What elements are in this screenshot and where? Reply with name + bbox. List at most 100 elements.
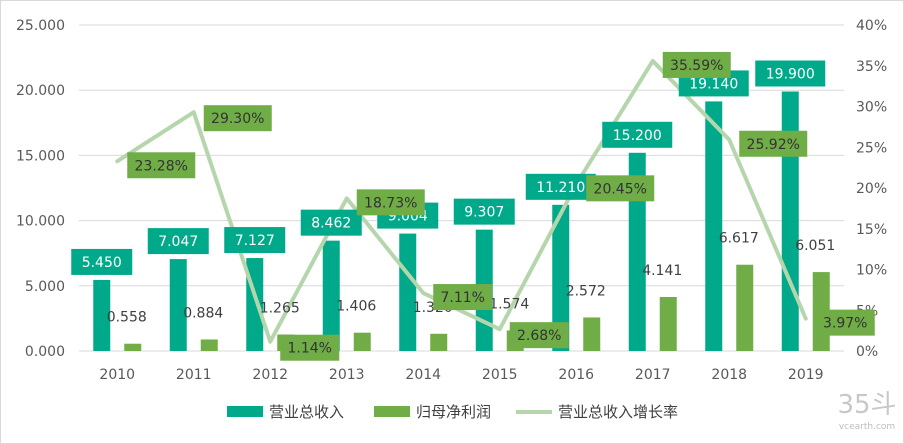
growth-data-label: 25.92%: [747, 137, 800, 153]
x-tick-label: 2014: [405, 367, 441, 383]
profit-bar: [124, 343, 142, 351]
profit-data-label: 6.617: [719, 231, 759, 247]
right-tick-label: 25%: [856, 140, 887, 156]
right-tick-label: 0%: [856, 344, 878, 360]
x-tick-label: 2018: [711, 367, 747, 383]
revenue-label-box: [525, 173, 596, 200]
x-tick-label: 2010: [99, 367, 135, 383]
revenue-data-label: 7.047: [158, 234, 198, 250]
profit-bar: [583, 317, 601, 351]
legend-label-growth: 营业总收入增长率: [558, 403, 678, 421]
profit-bar: [659, 297, 677, 351]
profit-data-label: 6.051: [795, 238, 835, 254]
growth-data-label: 35.59%: [670, 58, 723, 74]
revenue-bar: [781, 91, 799, 351]
growth-data-label: 3.97%: [823, 316, 867, 332]
growth-data-label: 29.30%: [211, 111, 264, 127]
growth-label-box: [356, 189, 425, 216]
revenue-label-box: [755, 60, 826, 87]
right-tick-label: 15%: [856, 222, 887, 238]
revenue-label-box: [224, 227, 286, 254]
profit-bar: [430, 333, 448, 351]
right-tick-label: 10%: [856, 263, 887, 279]
revenue-bar: [322, 240, 340, 351]
revenue-label-box: [602, 121, 673, 148]
growth-label-box: [433, 284, 493, 311]
profit-data-label: 0.558: [107, 310, 147, 326]
x-tick-label: 2017: [635, 367, 671, 383]
left-axis: 0.000 5.000 10.000 15.000 20.000 25.000: [16, 18, 65, 360]
legend-label-profit: 归母净利润: [416, 403, 491, 421]
right-tick-label: 20%: [856, 181, 887, 197]
profit-data-label: 1.265: [260, 301, 300, 317]
x-tick-label: 2013: [329, 367, 365, 383]
left-tick-label: 0.000: [25, 344, 65, 360]
growth-label-box: [127, 152, 196, 179]
revenue-data-label: 11.210: [536, 180, 585, 196]
revenue-data-label: 7.127: [235, 233, 275, 249]
profit-bar: [353, 332, 371, 351]
x-tick-label: 2016: [558, 367, 594, 383]
x-tick-label: 2015: [482, 367, 518, 383]
right-tick-label: 30%: [856, 100, 887, 116]
left-tick-label: 10.000: [16, 214, 65, 230]
growth-data-label: 20.45%: [594, 181, 647, 197]
growth-data-label: 2.68%: [517, 328, 561, 344]
growth-data-label: 18.73%: [364, 195, 417, 211]
growth-data-label: 23.28%: [135, 158, 188, 174]
revenue-bar: [628, 152, 646, 351]
revenue-label-box: [300, 209, 362, 236]
revenue-bar: [93, 279, 111, 351]
growth-data-label: 1.14%: [288, 341, 332, 357]
revenue-data-label: 8.462: [311, 216, 351, 232]
revenue-bar: [705, 101, 723, 351]
legend-swatch-profit: [374, 406, 410, 417]
left-tick-label: 20.000: [16, 83, 65, 99]
profit-data-label: 0.884: [183, 305, 223, 321]
profit-bar: [736, 264, 754, 351]
profit-data-label: 1.406: [336, 299, 376, 315]
profit-data-label: 2.572: [566, 283, 606, 299]
legend: 营业总收入 归母净利润 营业总收入增长率: [227, 403, 678, 421]
left-tick-label: 15.000: [16, 148, 65, 164]
right-axis: 0%5%10%15%20%25%30%35%40%: [856, 18, 887, 360]
revenue-data-label: 19.140: [689, 76, 738, 92]
legend-label-revenue: 营业总收入: [269, 403, 344, 421]
x-tick-label: 2012: [252, 367, 288, 383]
growth-label-box: [662, 51, 731, 78]
right-tick-label: 40%: [856, 18, 887, 34]
revenue-bar: [552, 204, 570, 351]
right-tick-label: 35%: [856, 59, 887, 75]
growth-line: [115, 58, 808, 344]
watermark: 35斗 vcearth.com: [837, 390, 896, 432]
growth-label-box: [203, 105, 272, 132]
profit-data-label: 4.141: [642, 263, 682, 279]
growth-label-box: [739, 130, 808, 157]
revenue-label-box: [71, 248, 133, 275]
revenue-label-box: [147, 228, 209, 255]
growth-data-label: 7.11%: [441, 290, 485, 306]
profit-data-label: 1.574: [489, 296, 529, 312]
revenue-data-label: 15.200: [613, 128, 662, 144]
legend-swatch-revenue: [227, 406, 263, 417]
x-axis: 2010 2011 2012 2013 2014 2015 2016 2017 2018 2019: [99, 367, 823, 383]
revenue-data-label: 9.307: [464, 205, 504, 221]
growth-label-box: [280, 334, 340, 361]
watermark-site: vcearth.com: [839, 422, 895, 432]
revenue-bar: [169, 259, 187, 351]
growth-line-path: [115, 58, 808, 344]
left-tick-label: 25.000: [16, 18, 65, 34]
x-tick-label: 2019: [788, 367, 824, 383]
left-tick-label: 5.000: [25, 279, 65, 295]
revenue-data-label: 5.450: [82, 255, 122, 271]
revenue-bar: [399, 233, 417, 351]
revenue-data-label: 19.900: [766, 67, 815, 83]
x-tick-label: 2011: [176, 367, 212, 383]
growth-label-box: [586, 175, 655, 202]
watermark-mark: 35斗: [837, 390, 896, 420]
revenue-label-box: [453, 198, 515, 225]
profit-bar: [200, 339, 218, 351]
